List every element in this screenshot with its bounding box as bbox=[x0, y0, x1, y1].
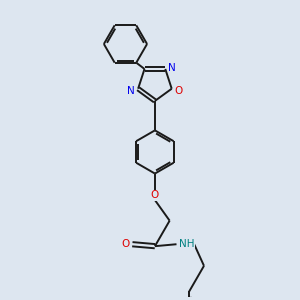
Text: O: O bbox=[151, 190, 159, 200]
Text: N: N bbox=[128, 86, 135, 96]
Text: O: O bbox=[121, 239, 130, 249]
Text: N: N bbox=[168, 63, 176, 73]
Text: O: O bbox=[175, 86, 183, 96]
Text: NH: NH bbox=[178, 239, 194, 249]
